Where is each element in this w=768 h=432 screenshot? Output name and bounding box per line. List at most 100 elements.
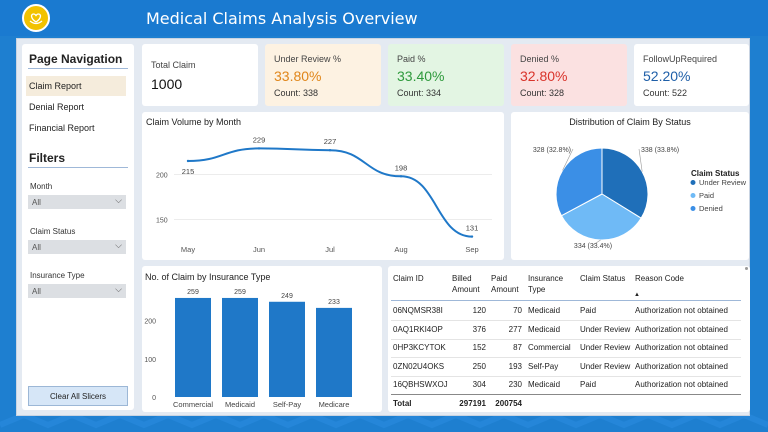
x-tick-label: Medicaid xyxy=(225,400,255,409)
data-point xyxy=(328,149,332,152)
data-label: 249 xyxy=(281,293,293,300)
bar xyxy=(316,307,352,397)
column-header[interactable]: Billed Amount xyxy=(452,274,480,294)
claim-id-cell: 0AQ1RKI4OP xyxy=(393,324,443,334)
bar-chart-panel: No. of Claim by Insurance Type 0 100 200 25… xyxy=(142,266,382,412)
slice-label: 338 (33.8%) xyxy=(641,147,679,154)
table-cell: Authorization not obtained xyxy=(635,306,728,315)
table-cell: Medicaid xyxy=(528,380,561,389)
kpi-paid-value: 33.40% xyxy=(397,68,445,84)
data-label: 259 xyxy=(234,289,246,296)
claim-id-cell: 0HP3KCYTOK xyxy=(393,343,446,352)
divider xyxy=(28,167,128,168)
table-cell: Under Review xyxy=(580,343,631,352)
clear-slicers-button[interactable]: Clear All Slicers xyxy=(28,386,128,406)
column-header[interactable]: Claim Status xyxy=(580,274,626,283)
table-cell: Commercial xyxy=(528,343,571,352)
kpi-review-count: Count: 338 xyxy=(274,88,319,98)
kpi-total-label: Total Claim xyxy=(151,60,196,70)
line-chart-title: Claim Volume by Month xyxy=(146,117,242,127)
column-header[interactable]: Paid Amount xyxy=(491,274,519,294)
row-divider xyxy=(391,375,741,377)
table-cell: 87 xyxy=(513,343,522,352)
table-cell: Under Review xyxy=(580,361,631,371)
data-point xyxy=(399,175,403,178)
pie-chart-title: Distribution of Claim By Status xyxy=(569,117,691,127)
data-label: 215 xyxy=(182,167,195,176)
y-tick-label: 100 xyxy=(144,357,156,364)
total-billed: 297191 xyxy=(459,399,486,408)
table-cell: 250 xyxy=(472,361,486,371)
legend-marker xyxy=(690,193,696,198)
total-label: Total xyxy=(393,399,412,408)
kpi-denied: Denied % 32.80% Count: 328 xyxy=(511,44,627,106)
column-header[interactable]: Claim ID xyxy=(393,274,424,283)
pie-legend-title: Claim Status xyxy=(691,169,740,178)
sidebar: Page Navigation Claim Report Denial Repo… xyxy=(22,44,134,410)
table-cell: Under Review xyxy=(580,324,631,334)
row-divider xyxy=(391,320,741,321)
kpi-followup-count: Count: 522 xyxy=(643,88,688,98)
nav-claim-report[interactable]: Claim Report xyxy=(26,76,126,96)
table-cell: Authorization not obtained xyxy=(635,380,728,389)
filter-insurance-label: Insurance Type xyxy=(30,271,85,280)
x-tick-label: Jul xyxy=(325,245,335,254)
data-point xyxy=(470,235,474,238)
x-tick-label: Sep xyxy=(465,245,478,254)
filter-status-dropdown[interactable]: All ⌵ xyxy=(28,240,126,254)
kpi-review-value: 33.80% xyxy=(274,68,322,84)
data-label: 259 xyxy=(187,289,199,296)
legend-label: Paid xyxy=(699,191,714,200)
claim-id-cell: 16QBHSWXOJ xyxy=(393,380,448,389)
kpi-paid-count: Count: 334 xyxy=(397,88,442,98)
table-cell: Paid xyxy=(580,380,597,389)
x-tick-label: Jun xyxy=(253,245,265,254)
filter-insurance-dropdown[interactable]: All ⌵ xyxy=(28,284,126,298)
nav-financial-report[interactable]: Financial Report xyxy=(29,123,95,133)
data-point xyxy=(257,147,261,150)
data-label: 229 xyxy=(253,135,266,144)
legend-marker xyxy=(690,206,696,211)
scrollbar-indicator[interactable] xyxy=(745,267,748,270)
data-point xyxy=(186,159,190,163)
series-line xyxy=(187,147,473,238)
filter-month-value: All xyxy=(32,198,41,207)
nav-denial-report[interactable]: Denial Report xyxy=(29,102,85,112)
legend-label: Under Review xyxy=(699,178,747,187)
table-cell: 152 xyxy=(472,343,486,352)
kpi-review-label: Under Review % xyxy=(274,54,342,64)
leader-line xyxy=(562,148,574,171)
table-cell: 376 xyxy=(472,324,486,334)
table-cell: 304 xyxy=(472,380,486,389)
total-divider xyxy=(391,394,741,395)
kpi-denied-value: 32.80% xyxy=(520,68,568,84)
x-tick-label: Aug xyxy=(394,245,407,254)
table-cell: Paid xyxy=(580,306,597,315)
kpi-followup-label: FollowUpRequired xyxy=(643,54,718,64)
data-label: 198 xyxy=(395,163,408,172)
bar xyxy=(222,297,258,397)
nav-title: Page Navigation xyxy=(29,52,123,66)
column-header[interactable]: Reason Code xyxy=(635,274,684,283)
filter-insurance-value: All xyxy=(32,287,41,296)
column-header[interactable]: Insurance Type xyxy=(528,274,564,294)
kpi-paid-label: Paid % xyxy=(397,54,426,64)
table-cell: 193 xyxy=(508,361,522,371)
header-divider xyxy=(391,300,741,301)
filter-status-value: All xyxy=(32,243,41,252)
y-tick-label: 0 xyxy=(152,395,156,402)
table-cell: Authorization not obtained xyxy=(635,324,728,334)
kpi-paid: Paid % 33.40% Count: 334 xyxy=(388,44,504,106)
row-divider xyxy=(391,338,741,340)
bar-chart-title: No. of Claim by Insurance Type xyxy=(145,272,271,282)
filter-month-dropdown[interactable]: All ⌵ xyxy=(28,195,126,209)
table-cell: 277 xyxy=(508,324,522,334)
table-cell: 120 xyxy=(472,306,486,315)
bar xyxy=(175,297,211,397)
table-cell: Self-Pay xyxy=(528,361,559,371)
table-cell: 230 xyxy=(508,380,522,389)
x-tick-label: May xyxy=(181,245,195,254)
chevron-down-icon: ⌵ xyxy=(115,195,122,205)
bar-chart: 0 100 200 259 Commercial 259 Medicaid 249 Self-P… xyxy=(144,289,352,409)
line-chart-panel: Claim Volume by Month 150 200 May Jun Jul Aug… xyxy=(142,112,504,260)
